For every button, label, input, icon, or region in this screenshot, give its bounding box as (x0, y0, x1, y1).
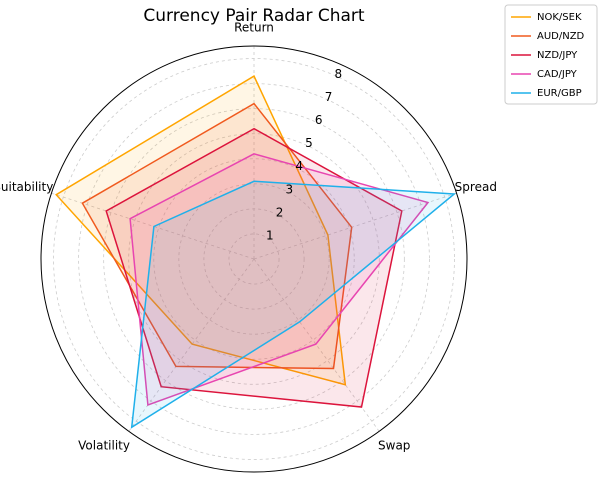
legend-label: NOK/SEK (537, 12, 582, 23)
r-tick-label: 4 (295, 159, 303, 173)
r-tick-label: 2 (276, 205, 284, 219)
grid-circle (128, 133, 380, 385)
r-tick-label: 3 (286, 182, 294, 196)
series-line (130, 180, 457, 429)
legend-label: NZD/JPY (537, 50, 578, 61)
r-tick-label: 7 (325, 90, 333, 104)
legend-label: AUD/NZD (537, 31, 585, 42)
series-area (131, 181, 455, 428)
legend: NOK/SEK AUD/NZD NZD/JPY CAD/JPY EUR/GBP (504, 4, 598, 105)
series-line (105, 127, 403, 408)
series-line (55, 75, 347, 386)
grid-circle (178, 183, 330, 335)
grid-circle (228, 233, 280, 285)
series-line (81, 102, 353, 370)
r-tick-label: 1 (266, 228, 274, 242)
category-label: Spread (455, 180, 497, 194)
series-area (106, 128, 402, 407)
r-tick-label: 8 (335, 67, 343, 81)
category-label: Swap (378, 438, 410, 452)
series-area (56, 76, 346, 385)
series-area (82, 103, 352, 369)
category-label: Volatility (78, 438, 130, 452)
category-label: Return (234, 21, 274, 35)
r-tick-label: 5 (305, 136, 313, 150)
category-label: Suitability (0, 180, 53, 194)
chart-title: Currency Pair Radar Chart (143, 6, 365, 26)
grid-circle (153, 158, 355, 360)
series-area (130, 153, 428, 405)
legend-frame (504, 4, 598, 105)
grid-circle (78, 83, 430, 435)
legend-label: CAD/JPY (537, 69, 578, 80)
outer-frame (40, 45, 468, 473)
legend-label: EUR/GBP (537, 88, 582, 99)
series-line (129, 152, 430, 407)
r-tick-label: 6 (315, 113, 323, 127)
